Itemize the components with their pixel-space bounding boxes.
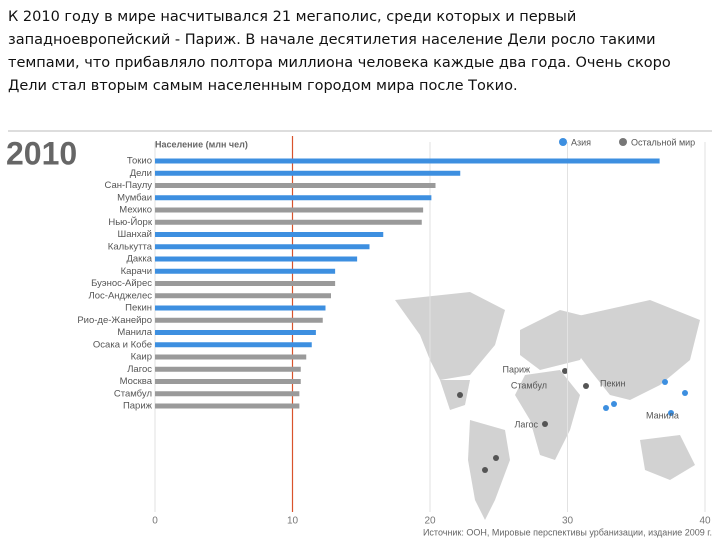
bar: [155, 183, 436, 188]
bar: [155, 232, 384, 237]
category-label: Манила: [117, 327, 152, 338]
bar: [155, 391, 300, 397]
category-label: Рио-де-Жанейро: [77, 315, 152, 326]
bar: [155, 379, 301, 384]
legend-label: Азия: [571, 137, 591, 147]
bar: [155, 305, 326, 311]
map-dot: [603, 405, 609, 411]
bar: [155, 219, 422, 225]
year-label: 2010: [6, 135, 77, 171]
category-label: Лагос: [127, 364, 152, 375]
category-label: Карачи: [121, 266, 152, 277]
category-label: Каир: [131, 352, 152, 363]
bar: [155, 293, 331, 299]
x-tick-label: 0: [152, 516, 158, 527]
source: Источник: ООН, Мировые перспективы урбан…: [423, 527, 712, 537]
category-label: Калькутта: [108, 241, 153, 252]
bar: [155, 366, 301, 372]
category-label: Париж: [123, 401, 153, 412]
bar: [155, 195, 432, 201]
map-label: Париж: [502, 364, 530, 374]
x-tick-label: 20: [424, 516, 436, 527]
map-dot: [662, 379, 668, 385]
category-label: Москва: [120, 376, 153, 387]
map-label: Стамбул: [511, 380, 547, 390]
bar: [155, 403, 300, 409]
category-label: Лос-Анджелес: [89, 290, 153, 301]
bar: [155, 244, 370, 250]
category-label: Пекин: [125, 303, 152, 314]
axis-label: Население (млн чел): [155, 139, 248, 149]
category-label: Буэнос-Айрес: [91, 278, 152, 289]
category-label: Нью-Йорк: [108, 216, 152, 228]
map-label: Манила: [646, 410, 679, 420]
bar: [155, 330, 316, 335]
category-label: Дакка: [126, 254, 152, 265]
bar: [155, 158, 660, 164]
bar: [155, 256, 358, 262]
map-dot: [482, 467, 488, 473]
map-dot: [493, 455, 499, 461]
x-tick-label: 30: [562, 516, 574, 527]
map-dot: [682, 390, 688, 396]
legend-dot: [619, 138, 627, 146]
bar: [155, 354, 307, 360]
bar: [155, 268, 336, 274]
map-label: Пекин: [600, 378, 625, 388]
category-label: Мехико: [119, 205, 152, 216]
category-label: Осака и Кобе: [93, 339, 152, 350]
map-dot: [542, 421, 548, 427]
category-label: Дели: [130, 168, 152, 179]
map-dot: [583, 383, 589, 389]
category-label: Токио: [127, 156, 152, 167]
map-dot: [668, 410, 674, 416]
bar: [155, 207, 424, 213]
bar: [155, 317, 323, 323]
map-dot: [562, 368, 568, 374]
legend-label: Остальной мир: [631, 137, 695, 147]
x-tick-label: 10: [287, 516, 299, 527]
bar: [155, 170, 461, 176]
bar: [155, 281, 336, 286]
world-map: [395, 292, 700, 520]
intro-text: К 2010 году в мире насчитывался 21 мегап…: [8, 9, 671, 94]
category-label: Мумбаи: [117, 192, 152, 203]
x-tick-label: 40: [699, 516, 711, 527]
map-dots: [457, 368, 688, 473]
category-label: Сан-Паулу: [105, 180, 153, 191]
category-label: Шанхай: [118, 229, 152, 240]
map-dot: [457, 392, 463, 398]
category-label: Стамбул: [114, 388, 152, 399]
legend-dot: [559, 138, 567, 146]
bar: [155, 342, 312, 348]
map-dot: [611, 401, 617, 407]
map-label: Лагос: [514, 419, 538, 429]
